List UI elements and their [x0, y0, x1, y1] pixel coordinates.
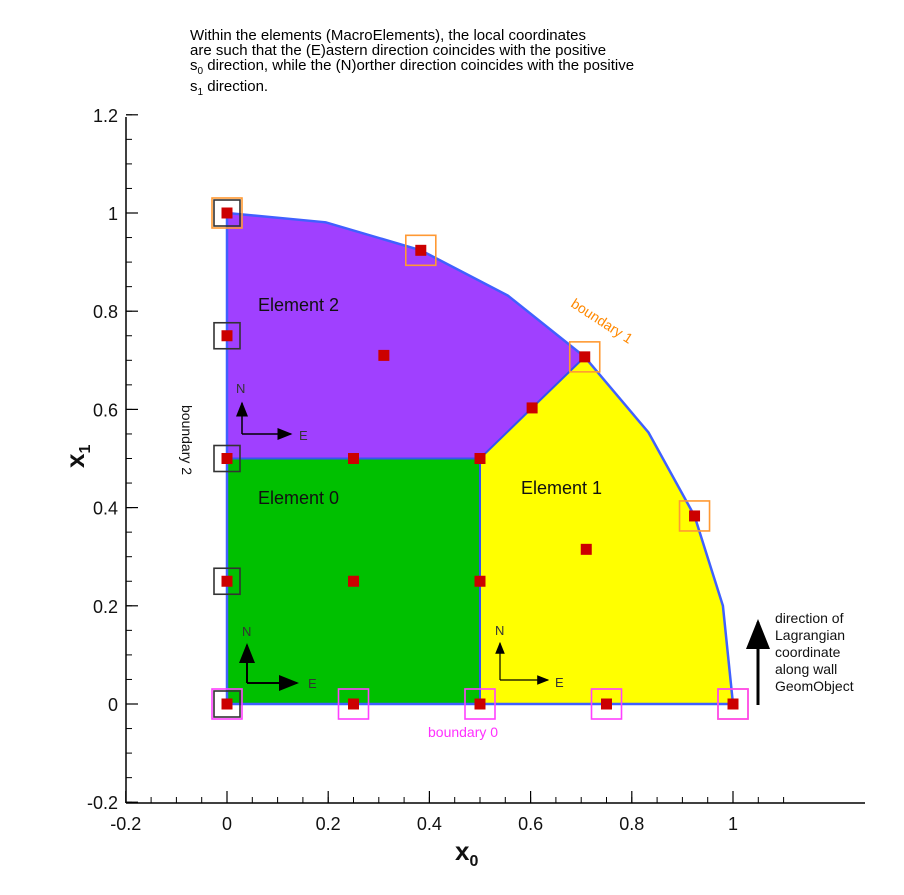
mesh-node: [221, 575, 233, 587]
description-note: Within the elements (MacroElements), the…: [190, 28, 870, 100]
mesh-node: [580, 543, 592, 555]
east-label: E: [555, 675, 564, 690]
side-note-line-5: GeomObject: [775, 678, 854, 694]
x-axis-title: x0: [455, 836, 478, 870]
mesh-node: [348, 575, 359, 587]
note-line-2: are such that the (E)astern direction co…: [190, 42, 607, 59]
boundary-1-marker: [211, 197, 243, 229]
north-label: N: [242, 624, 251, 639]
x-tick-label: 0: [222, 814, 232, 834]
north-label: N: [236, 381, 245, 396]
x-tick-label: 1: [728, 814, 738, 834]
mesh-node: [221, 207, 233, 219]
note-line-3: s0 direction, while the (N)orther direct…: [190, 57, 635, 77]
element-2-region: [227, 213, 585, 459]
mesh-node: [415, 244, 427, 256]
boundary-0-marker: [717, 688, 749, 720]
mesh-node: [526, 402, 538, 414]
side-note-line-3: coordinate: [775, 644, 841, 660]
y-tick-label: 0.4: [93, 499, 118, 519]
y-tick-label: 0.2: [93, 597, 118, 617]
mesh-node: [221, 698, 233, 710]
y-axis-title: x1: [60, 445, 94, 468]
east-label: E: [308, 676, 317, 691]
mesh-node: [378, 349, 390, 361]
boundary-2-marker: [213, 199, 241, 227]
boundary-2-marker: [213, 321, 241, 350]
boundary-1-label: boundary 1: [568, 295, 636, 347]
y-tick-label: 0.6: [93, 400, 118, 420]
boundary-2-marker: [213, 444, 241, 473]
element-1-label: Element 1: [521, 478, 602, 498]
mesh-node: [348, 453, 359, 464]
boundary-1-marker: [678, 500, 711, 532]
mesh-node: [474, 575, 486, 587]
nodes: [221, 207, 739, 710]
mesh-node: [221, 453, 233, 464]
east-label: E: [299, 428, 308, 443]
boundary-0-marker: [464, 688, 496, 720]
boundary-2-marker: [213, 690, 241, 718]
mesh-node: [474, 698, 486, 710]
x-tick-label: -0.2: [110, 814, 141, 834]
north-label: N: [495, 623, 504, 638]
mesh-node: [221, 330, 233, 342]
y-tick-label: -0.2: [87, 793, 118, 813]
x-tick-label: 0.8: [619, 814, 644, 834]
mesh-node: [727, 698, 739, 710]
y-tick-label: 0: [108, 695, 118, 715]
boundary-0-marker: [211, 688, 243, 720]
side-note-line-2: Lagrangian: [775, 627, 845, 643]
element-0-label: Element 0: [258, 488, 339, 508]
boundary-1-marker: [404, 234, 437, 267]
x-tick-label: 0.6: [518, 814, 543, 834]
mesh-node: [601, 698, 612, 710]
boundary-0-marker: [590, 688, 623, 720]
element-1-directions: N E: [495, 623, 564, 690]
mesh-node: [474, 453, 486, 464]
side-note-line-1: direction of: [775, 610, 844, 626]
boundary-markers: [211, 197, 749, 720]
y-tick-label: 1: [108, 204, 118, 224]
mesh-node: [579, 351, 591, 363]
element-2-directions: N E: [236, 381, 308, 443]
boundary-0-marker: [337, 688, 370, 720]
axes: -0.2 0 0.2 0.4 0.6 0.8 1 -0.2 0 0.2 0.4 0.6 0.8 1 1.2: [87, 106, 865, 834]
boundary-2-marker: [213, 567, 241, 596]
element-2-label: Element 2: [258, 295, 339, 315]
mesh-node: [348, 698, 359, 710]
element-1-region: [480, 356, 733, 704]
mesh-node: [689, 510, 701, 522]
boundary-0-label: boundary 0: [428, 724, 498, 740]
note-line-4: s1 direction.: [190, 78, 269, 98]
lagrangian-note: direction of Lagrangian coordinate along…: [746, 610, 854, 705]
svg-text:x1: x1: [60, 445, 94, 468]
y-tick-label: 0.8: [93, 302, 118, 322]
side-note-line-4: along wall: [775, 661, 837, 677]
x-tick-label: 0.4: [417, 814, 442, 834]
element-0-directions: N E: [239, 624, 317, 691]
x-tick-label: 0.2: [316, 814, 341, 834]
boundary-1-marker: [568, 341, 601, 373]
boundary-2-label: boundary 2: [179, 405, 195, 475]
note-line-1: Within the elements (MacroElements), the…: [190, 27, 587, 44]
y-tick-label: 1.2: [93, 106, 118, 126]
